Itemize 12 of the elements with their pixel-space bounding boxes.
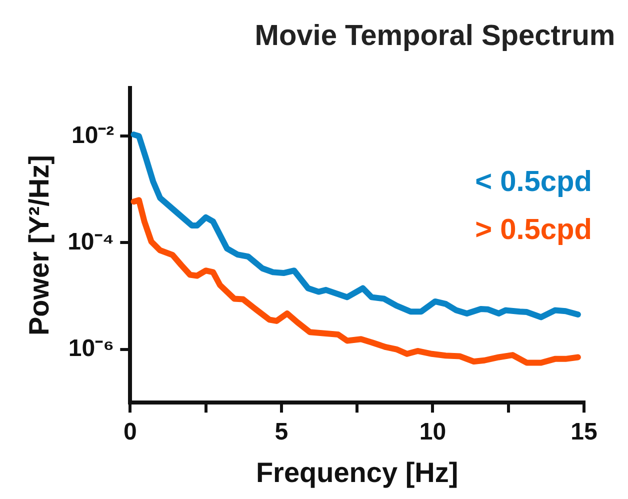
x-tick-label: 10: [419, 418, 446, 446]
x-tick-label: 5: [274, 418, 288, 446]
y-tick-label: 10⁻²: [71, 122, 114, 149]
text: > 0.5cpd: [475, 214, 592, 246]
y-tick-label: 10⁻⁴: [68, 228, 114, 256]
x-axis-title: Frequency [Hz]: [256, 456, 458, 488]
y-tick-label: 10⁻⁶: [68, 334, 114, 362]
chart-title: Movie Temporal Spectrum: [254, 20, 616, 52]
x-tick-label: 15: [570, 418, 598, 446]
text: < 0.5cpd: [475, 166, 592, 198]
x-tick-label: 0: [123, 418, 137, 446]
y-axis-title: Power [Y²/Hz]: [24, 155, 55, 336]
